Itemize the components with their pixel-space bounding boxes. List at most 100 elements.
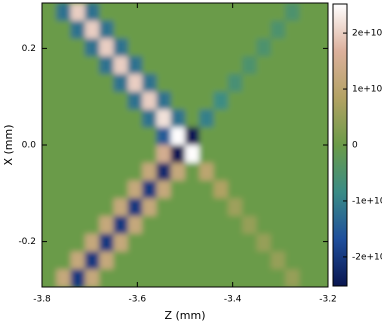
heat-cell — [299, 109, 315, 128]
heat-cell — [213, 38, 229, 57]
heat-cell — [84, 145, 100, 164]
heat-cell — [56, 269, 72, 287]
heat-cell — [84, 251, 100, 270]
heat-cell — [113, 180, 129, 199]
heat-cell — [142, 145, 157, 164]
y-tick-label: 0.2 — [22, 44, 36, 54]
x-tick-label: -3.8 — [33, 295, 51, 305]
heat-cell — [199, 127, 215, 146]
heat-cell — [127, 91, 143, 110]
heat-cell — [256, 127, 272, 146]
heat-cell — [285, 91, 300, 110]
heat-cell — [313, 269, 328, 287]
heat-cell — [127, 251, 143, 270]
heat-cell — [70, 145, 86, 164]
heat-cell — [185, 251, 200, 270]
heat-cell — [156, 3, 172, 22]
heat-cell — [313, 74, 328, 93]
heat-cell — [213, 20, 229, 39]
heat-cell — [113, 91, 129, 110]
heat-cell — [99, 3, 114, 22]
heat-cell — [142, 91, 157, 110]
heat-cell — [84, 269, 100, 287]
heat-cell — [213, 56, 229, 75]
heat-cell — [170, 233, 186, 252]
heat-cell — [70, 233, 86, 252]
heat-cell — [84, 180, 100, 199]
heat-cell — [170, 145, 186, 164]
heat-cell — [42, 216, 57, 235]
heat-cell — [170, 251, 186, 270]
heat-cell — [256, 145, 272, 164]
heat-cell — [84, 74, 100, 93]
heat-cell — [99, 38, 114, 57]
heat-cell — [113, 216, 129, 235]
heat-cell — [199, 91, 215, 110]
heat-cell — [185, 198, 200, 217]
heat-cell — [56, 56, 72, 75]
heat-cell — [242, 216, 257, 235]
heat-cell — [113, 56, 129, 75]
heat-cell — [242, 3, 257, 22]
heat-cell — [70, 74, 86, 93]
heat-cell — [170, 269, 186, 287]
heat-cell — [99, 127, 114, 146]
heat-cell — [185, 109, 200, 128]
heat-cell — [56, 233, 72, 252]
heat-cell — [270, 145, 286, 164]
heat-cell — [156, 180, 172, 199]
heat-cell — [199, 109, 215, 128]
heat-cell — [113, 38, 129, 57]
heat-cell — [270, 198, 286, 217]
heat-cell — [56, 145, 72, 164]
heat-cell — [242, 38, 257, 57]
heat-cell — [70, 269, 86, 287]
heat-cell — [199, 198, 215, 217]
heat-cell — [156, 91, 172, 110]
heat-cell — [56, 162, 72, 181]
heat-cell — [227, 20, 243, 39]
colorbar-tick-label: -1e+10 — [352, 196, 382, 206]
heat-cell — [256, 251, 272, 270]
colorbar-tick-label: 1e+10 — [352, 85, 382, 95]
heat-cell — [170, 74, 186, 93]
heat-cell — [156, 127, 172, 146]
heat-cell — [299, 38, 315, 57]
heat-cell — [213, 162, 229, 181]
heat-cell — [99, 216, 114, 235]
heat-cell — [56, 3, 72, 22]
heat-cell — [285, 216, 300, 235]
heat-cell — [127, 127, 143, 146]
heat-cell — [270, 216, 286, 235]
heat-cell — [256, 3, 272, 22]
heat-cell — [84, 162, 100, 181]
heat-cell — [227, 198, 243, 217]
heat-cell — [213, 74, 229, 93]
heat-cell — [142, 38, 157, 57]
heat-cell — [142, 216, 157, 235]
heat-cell — [56, 251, 72, 270]
heat-cell — [156, 38, 172, 57]
heat-cell — [213, 216, 229, 235]
heat-cell — [285, 127, 300, 146]
heat-cell — [313, 251, 328, 270]
heat-cell — [299, 91, 315, 110]
heat-cell — [213, 91, 229, 110]
heat-cell — [70, 127, 86, 146]
heat-cell — [285, 251, 300, 270]
heat-cell — [99, 20, 114, 39]
heat-cell — [42, 74, 57, 93]
heat-cell — [156, 109, 172, 128]
heat-cell — [213, 198, 229, 217]
heat-cell — [70, 3, 86, 22]
heat-cell — [299, 233, 315, 252]
heat-cell — [256, 269, 272, 287]
heat-cell — [313, 162, 328, 181]
heat-cell — [42, 109, 57, 128]
heat-cell — [313, 127, 328, 146]
heat-cell — [299, 180, 315, 199]
heat-cell — [99, 91, 114, 110]
heat-cell — [170, 216, 186, 235]
heat-cell — [99, 145, 114, 164]
heat-cell — [299, 56, 315, 75]
